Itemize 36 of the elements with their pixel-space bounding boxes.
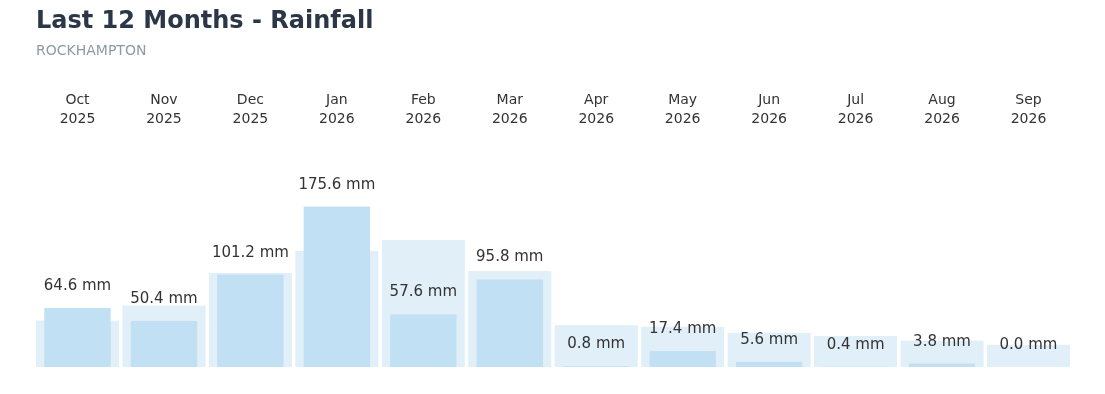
- bar: [44, 307, 111, 367]
- data-label: 175.6 mm: [298, 174, 376, 193]
- bar: [303, 206, 371, 367]
- x-tick-label: Jul 2026: [837, 91, 874, 126]
- x-tick-label: Feb 2026: [405, 91, 442, 126]
- data-label: 3.8 mm: [913, 331, 971, 350]
- chart-subtitle: ROCKHAMPTON: [36, 42, 147, 58]
- bar: [130, 320, 198, 367]
- data-label: 0.8 mm: [567, 334, 626, 353]
- x-tick-label: Apr 2026: [578, 91, 615, 126]
- bar: [217, 274, 284, 367]
- x-tick-label: Nov 2025: [146, 91, 182, 126]
- data-label: 64.6 mm: [43, 275, 112, 294]
- x-tick-label: Sep 2026: [1010, 91, 1047, 126]
- x-tick-label: Jun 2026: [751, 91, 788, 126]
- x-tick-label: Mar 2026: [491, 91, 528, 126]
- chart-title: Last 12 Months - Rainfall: [36, 6, 374, 34]
- data-label: 0.4 mm: [826, 334, 885, 353]
- bar: [814, 335, 898, 367]
- x-tick-label: Oct 2025: [59, 91, 96, 126]
- x-tick-label: Aug 2026: [924, 91, 960, 126]
- bar: [476, 279, 543, 367]
- bar: [735, 361, 803, 367]
- data-label: 0.0 mm: [999, 335, 1058, 353]
- data-label: 95.8 mm: [476, 247, 544, 266]
- data-label: 5.6 mm: [740, 329, 799, 348]
- data-label: 57.6 mm: [389, 282, 458, 301]
- bar: [554, 325, 638, 367]
- bar: [390, 314, 457, 367]
- x-tick-label: Dec 2025: [232, 91, 269, 126]
- data-label: 101.2 mm: [211, 242, 289, 261]
- x-tick-label: May 2026: [664, 91, 701, 126]
- data-label: 17.4 mm: [648, 319, 717, 338]
- bar: [649, 351, 716, 367]
- x-tick-label: Jan 2026: [319, 91, 355, 126]
- data-label: 50.4 mm: [130, 288, 198, 307]
